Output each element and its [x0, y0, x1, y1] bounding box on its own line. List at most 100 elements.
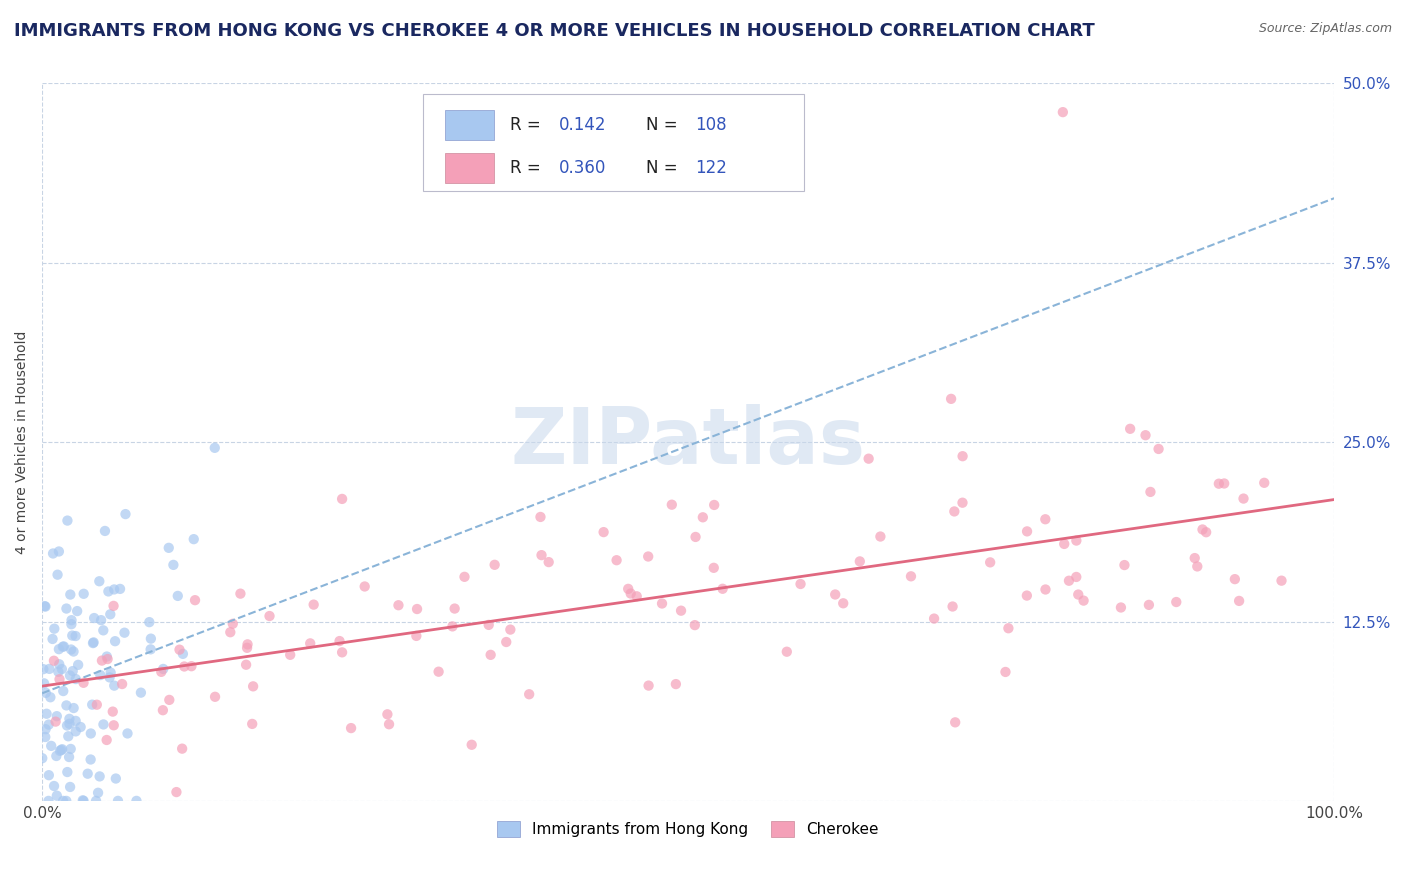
Cherokee [1015, 589, 1038, 603]
Immigrants from Hong Kong [60, 642, 83, 657]
Cherokee [661, 498, 683, 512]
Cherokee [1035, 582, 1057, 597]
Immigrants from Hong Kong [46, 567, 69, 582]
Cherokee [1208, 476, 1230, 491]
Cherokee [1015, 524, 1038, 539]
Cherokee [96, 733, 118, 747]
Immigrants from Hong Kong [41, 632, 63, 646]
Cherokee [236, 640, 259, 655]
Cherokee [922, 611, 945, 625]
Cherokee [330, 491, 353, 506]
Cherokee [1191, 523, 1213, 537]
Immigrants from Hong Kong [90, 613, 112, 627]
Immigrants from Hong Kong [49, 744, 72, 758]
Immigrants from Hong Kong [56, 514, 79, 528]
Text: N =: N = [645, 116, 682, 134]
Immigrants from Hong Kong [60, 617, 83, 632]
Cherokee [222, 616, 245, 631]
Cherokee [478, 618, 501, 632]
Immigrants from Hong Kong [157, 541, 180, 555]
Cherokee [703, 498, 725, 512]
Immigrants from Hong Kong [32, 676, 55, 690]
Immigrants from Hong Kong [80, 726, 103, 740]
Cherokee [858, 451, 880, 466]
Immigrants from Hong Kong [39, 739, 62, 753]
Cherokee [165, 785, 187, 799]
FancyBboxPatch shape [446, 110, 495, 140]
Cherokee [1213, 476, 1236, 491]
Cherokee [302, 598, 325, 612]
Immigrants from Hong Kong [104, 772, 127, 786]
Cherokee [236, 637, 259, 651]
Cherokee [651, 597, 673, 611]
Cherokee [405, 629, 427, 643]
Cherokee [617, 582, 640, 596]
Cherokee [530, 548, 553, 562]
Immigrants from Hong Kong [62, 701, 84, 715]
Immigrants from Hong Kong [117, 726, 139, 740]
Cherokee [443, 601, 465, 615]
Immigrants from Hong Kong [76, 766, 98, 780]
Cherokee [669, 604, 692, 618]
Immigrants from Hong Kong [107, 794, 129, 808]
Immigrants from Hong Kong [58, 750, 80, 764]
Cherokee [72, 675, 94, 690]
Immigrants from Hong Kong [204, 441, 226, 455]
Cherokee [86, 698, 108, 712]
Cherokee [101, 705, 124, 719]
Immigrants from Hong Kong [108, 582, 131, 596]
Cherokee [229, 587, 252, 601]
Cherokee [169, 642, 191, 657]
Cherokee [242, 679, 264, 693]
Cherokee [48, 672, 70, 686]
Text: 0.142: 0.142 [560, 116, 606, 134]
Immigrants from Hong Kong [45, 749, 67, 764]
Immigrants from Hong Kong [59, 668, 82, 682]
Cherokee [1114, 558, 1136, 572]
Immigrants from Hong Kong [94, 524, 117, 538]
Text: 108: 108 [695, 116, 727, 134]
Immigrants from Hong Kong [82, 636, 104, 650]
Cherokee [606, 553, 628, 567]
Cherokee [173, 659, 195, 673]
Cherokee [994, 665, 1017, 679]
Cherokee [460, 738, 482, 752]
Cherokee [235, 657, 257, 672]
Cherokee [1232, 491, 1254, 506]
Cherokee [1187, 559, 1209, 574]
Cherokee [1184, 551, 1206, 566]
Cherokee [299, 636, 322, 650]
Immigrants from Hong Kong [38, 717, 60, 731]
Cherokee [942, 599, 965, 614]
Cherokee [517, 687, 540, 701]
Immigrants from Hong Kong [55, 794, 77, 808]
Cherokee [180, 659, 202, 673]
Cherokee [1109, 600, 1132, 615]
Cherokee [377, 707, 399, 722]
Cherokee [259, 609, 281, 624]
Immigrants from Hong Kong [34, 599, 56, 614]
Cherokee [1166, 595, 1188, 609]
Immigrants from Hong Kong [59, 780, 82, 794]
Immigrants from Hong Kong [72, 793, 94, 807]
Cherokee [1067, 588, 1090, 602]
Immigrants from Hong Kong [172, 647, 194, 661]
Immigrants from Hong Kong [138, 615, 160, 629]
Immigrants from Hong Kong [38, 662, 60, 676]
Immigrants from Hong Kong [58, 729, 80, 743]
FancyBboxPatch shape [423, 95, 804, 191]
Immigrants from Hong Kong [66, 604, 89, 618]
Immigrants from Hong Kong [97, 584, 120, 599]
Immigrants from Hong Kong [59, 742, 82, 756]
Cherokee [637, 549, 659, 564]
Immigrants from Hong Kong [52, 684, 75, 698]
Immigrants from Hong Kong [103, 679, 125, 693]
Cherokee [1033, 512, 1056, 526]
Immigrants from Hong Kong [69, 720, 91, 734]
Immigrants from Hong Kong [58, 716, 80, 731]
Cherokee [42, 654, 65, 668]
Immigrants from Hong Kong [83, 635, 105, 649]
Immigrants from Hong Kong [60, 629, 83, 643]
Immigrants from Hong Kong [45, 709, 67, 723]
Immigrants from Hong Kong [93, 717, 115, 731]
